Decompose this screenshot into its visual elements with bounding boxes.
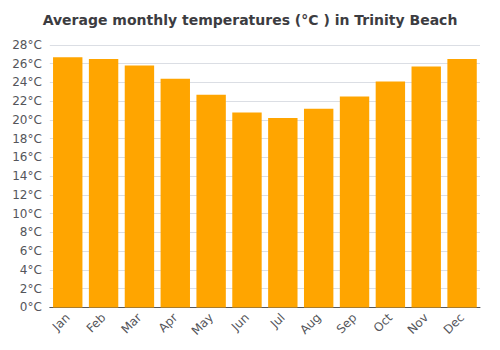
svg-text:14°C: 14°C bbox=[12, 169, 42, 183]
svg-text:8°C: 8°C bbox=[20, 225, 42, 239]
svg-text:Feb: Feb bbox=[84, 311, 109, 336]
svg-text:12°C: 12°C bbox=[12, 188, 42, 202]
svg-text:Dec: Dec bbox=[441, 311, 467, 337]
svg-text:Jan: Jan bbox=[49, 311, 73, 335]
svg-text:Aug: Aug bbox=[297, 311, 323, 337]
svg-text:22°C: 22°C bbox=[12, 94, 42, 108]
svg-text:Mar: Mar bbox=[118, 310, 144, 336]
svg-text:2°C: 2°C bbox=[20, 282, 42, 296]
svg-text:24°C: 24°C bbox=[12, 75, 42, 89]
svg-text:Jun: Jun bbox=[228, 311, 252, 335]
svg-text:Sep: Sep bbox=[334, 311, 360, 337]
svg-text:0°C: 0°C bbox=[20, 300, 42, 314]
svg-text:Nov: Nov bbox=[405, 311, 431, 337]
svg-text:20°C: 20°C bbox=[12, 113, 42, 127]
svg-text:May: May bbox=[189, 311, 216, 338]
svg-text:Average monthly temperatures (: Average monthly temperatures (°C ) in Tr… bbox=[43, 12, 458, 28]
svg-text:16°C: 16°C bbox=[12, 150, 42, 164]
svg-text:26°C: 26°C bbox=[12, 57, 42, 71]
svg-text:Jul: Jul bbox=[267, 311, 288, 332]
svg-text:10°C: 10°C bbox=[12, 207, 42, 221]
svg-text:Apr: Apr bbox=[156, 310, 181, 335]
svg-text:28°C: 28°C bbox=[12, 38, 42, 52]
svg-text:Oct: Oct bbox=[371, 310, 396, 335]
svg-text:6°C: 6°C bbox=[20, 244, 42, 258]
svg-text:18°C: 18°C bbox=[12, 132, 42, 146]
svg-text:4°C: 4°C bbox=[20, 263, 42, 277]
